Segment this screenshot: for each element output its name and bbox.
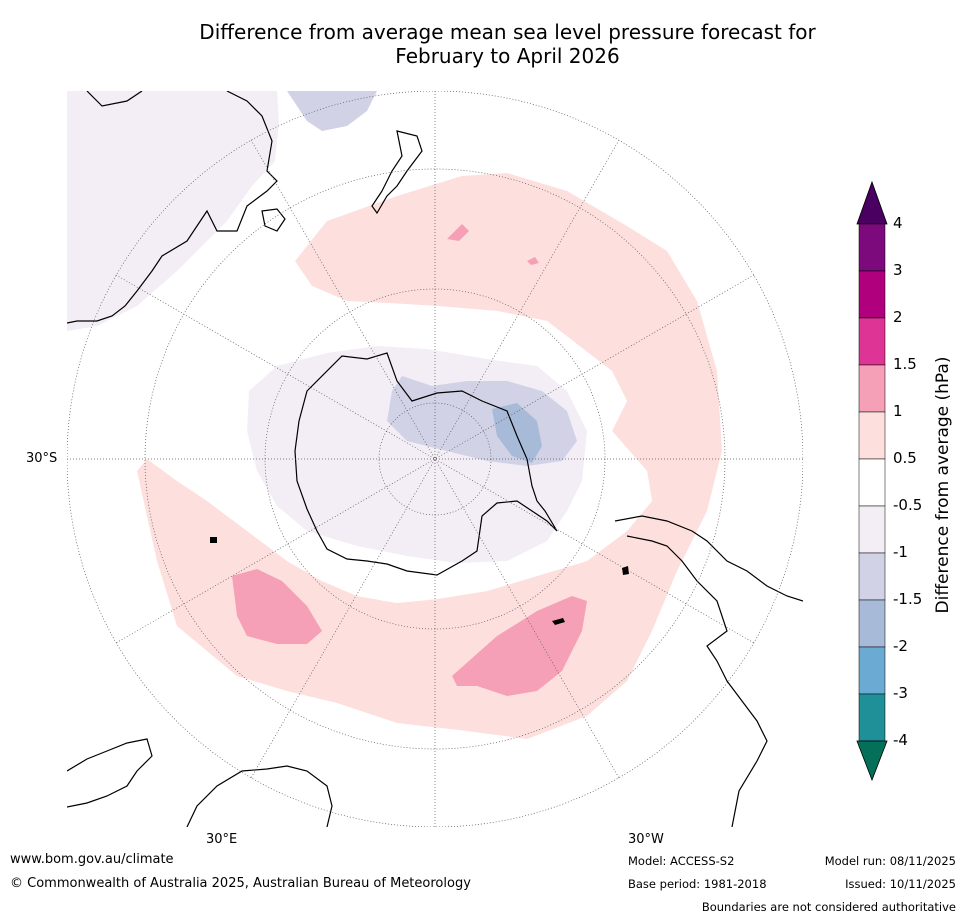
colorbar-tick-label: 2 <box>893 308 903 326</box>
colorbar-tick-label: 1.5 <box>893 355 917 373</box>
new-zealand-coastline <box>371 130 423 215</box>
falklands-island <box>622 566 629 575</box>
australia-coastline <box>67 91 278 324</box>
colorbar-bin-3-4 <box>858 223 886 272</box>
colorbar-bin-neg-0.5-1 <box>858 505 886 554</box>
antarctica-coastline <box>294 352 558 576</box>
colorbar-tick-label: -1.5 <box>893 590 923 608</box>
colorbar-bin-neg-1-1.5 <box>858 552 886 601</box>
title-line-2: February to April 2026 <box>395 44 620 68</box>
pressure-anomaly-map <box>67 91 803 827</box>
anomaly-negative-tasman <box>287 91 377 131</box>
colorbar-tick-label: -0.5 <box>893 496 923 514</box>
anomaly-negative-australia <box>67 91 279 331</box>
colorbar-extend-top <box>856 180 888 225</box>
colorbar-bin-neg-1.5-2 <box>858 599 886 648</box>
colorbar-title-text: Difference from average (hPa) <box>933 356 953 614</box>
colorbar-bin-neg-2-3 <box>858 646 886 695</box>
colorbar-tick-label: -4 <box>893 731 908 749</box>
colorbar-extend-bottom <box>856 740 888 782</box>
footer-disclaimer: Boundaries are not considered authoritat… <box>701 900 956 914</box>
footer-copyright: © Commonwealth of Australia 2025, Austra… <box>10 876 471 891</box>
colorbar-bin-1-1.5 <box>858 364 886 413</box>
footer-model: Model: ACCESS-S2 <box>628 854 735 868</box>
colorbar-bin-1.5-2 <box>858 317 886 366</box>
tasmania-coastline <box>261 208 286 232</box>
colorbar-tick-label: 1 <box>893 402 903 420</box>
graticule <box>67 91 803 827</box>
colorbar-tick-label: -3 <box>893 684 908 702</box>
label-30w: 30°W <box>628 832 664 847</box>
map-title: Difference from average mean sea level p… <box>0 20 965 68</box>
footer-model-run: Model run: 08/11/2025 <box>824 854 956 868</box>
title-line-1: Difference from average mean sea level p… <box>199 20 816 44</box>
colorbar-tick-label: 4 <box>893 214 903 232</box>
anomaly-positive-indian-ocean <box>232 569 322 644</box>
footer-issued: Issued: 10/11/2025 <box>845 877 956 891</box>
colorbar-tick-label: -2 <box>893 637 908 655</box>
south-america-coastline <box>614 515 803 827</box>
anomaly-positive-pacific-small <box>447 224 469 241</box>
anomaly-positive-pacific-tiny <box>527 257 539 265</box>
colorbar <box>856 180 888 782</box>
colorbar-bin-neg-3-4 <box>858 693 886 742</box>
colorbar-bin-2-3 <box>858 270 886 319</box>
africa-coastline <box>67 738 333 827</box>
colorbar-tick-label: -1 <box>893 543 908 561</box>
footer-base-period: Base period: 1981-2018 <box>628 877 767 891</box>
kerguelen-island <box>210 537 217 543</box>
colorbar-tick-label: 3 <box>893 261 903 279</box>
colorbar-bin-0.5-1 <box>858 411 886 460</box>
label-30e: 30°E <box>206 832 238 847</box>
label-30s: 30°S <box>26 451 58 466</box>
south-georgia-island <box>552 618 565 625</box>
anomaly-negative-peninsula <box>492 403 542 463</box>
footer-url[interactable]: www.bom.gov.au/climate <box>10 852 174 867</box>
colorbar-bin-neutral <box>858 458 886 507</box>
colorbar-tick-label: 0.5 <box>893 449 917 467</box>
